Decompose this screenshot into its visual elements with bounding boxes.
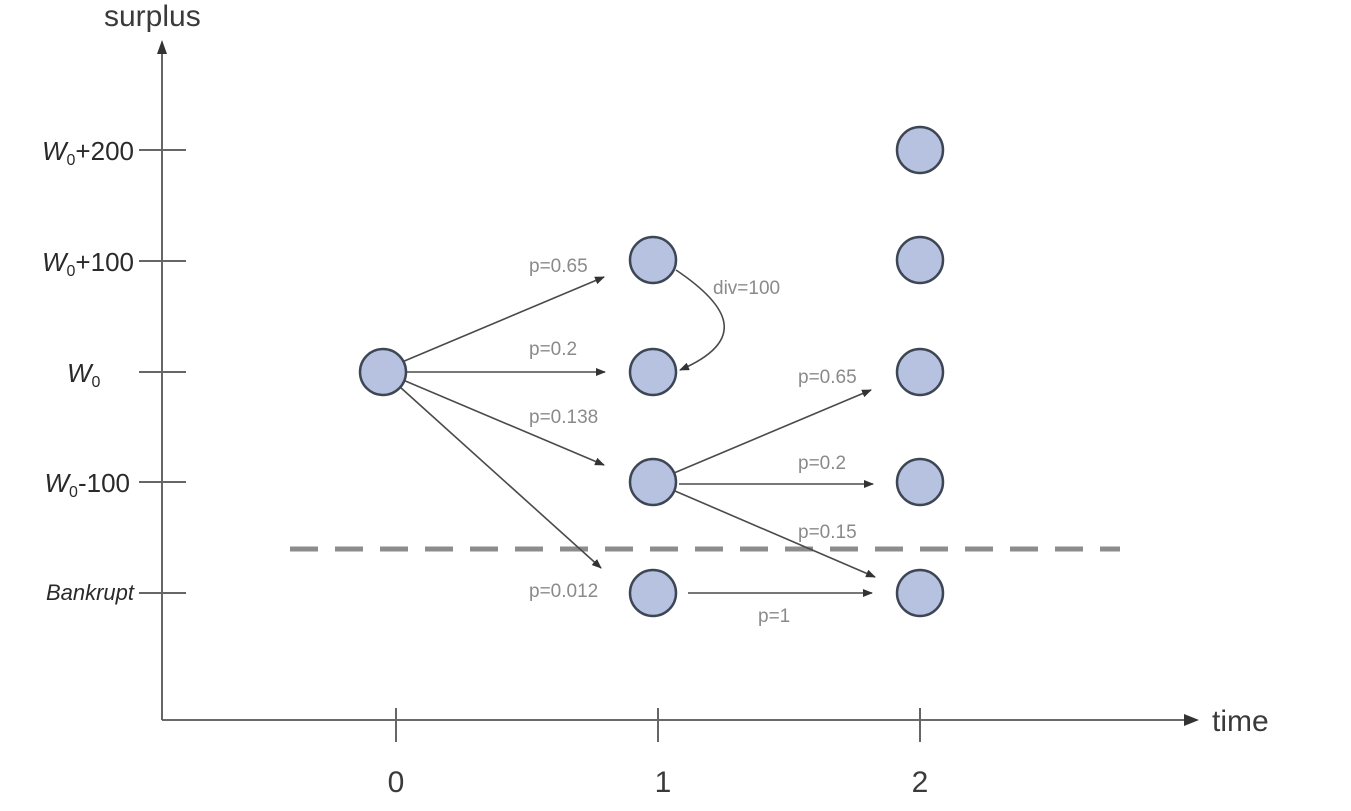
dividend-label: div=100 (713, 278, 780, 299)
edge-label-t0-to-t1-w0m100: p=0.138 (529, 407, 598, 428)
edge-label-t1-w0m100-to-t2-bankrupt: p=0.15 (798, 522, 857, 543)
y-level-label-w0p200: W0+200 (42, 136, 134, 169)
node-t2-w0p100 (895, 235, 945, 285)
edge-label-t1-w0m100-to-t2-w0m100: p=0.2 (798, 453, 846, 474)
x-axis-title: time (1212, 705, 1269, 738)
y-level-label-w0p100: W0+100 (42, 247, 134, 280)
edge-label-t0-to-t1-bankrupt: p=0.012 (529, 581, 598, 602)
node-t2-w0 (895, 347, 945, 397)
x-tick-label-0: 0 (388, 766, 405, 799)
edge-label-t1-w0m100-to-t2-w0: p=0.65 (798, 367, 857, 388)
edge-t1-w0m100-to-t2-w0 (673, 389, 872, 474)
edge-t0-to-t1-bankrupt (399, 386, 602, 569)
edge-label-t1-bankrupt-to-t2-bankrupt: p=1 (758, 606, 790, 627)
edge-label-t0-to-t1-w0: p=0.2 (529, 339, 577, 360)
x-tick-label-1: 1 (655, 766, 672, 799)
y-level-label-bankrupt: Bankrupt (46, 580, 135, 605)
x-tick-label-2: 2 (912, 766, 929, 799)
edge-label-t0-to-t1-w0p100: p=0.65 (529, 256, 588, 277)
node-t1-bankrupt (628, 568, 678, 618)
x-axis-arrow-icon (1184, 714, 1199, 726)
node-t1-w0 (628, 347, 678, 397)
y-axis-arrow-icon (157, 40, 167, 54)
node-t1-w0p100 (628, 235, 678, 285)
node-t2-bankrupt (895, 568, 945, 618)
dividend-curve-arrow (675, 269, 725, 371)
node-t1-w0m100 (628, 457, 678, 507)
y-level-label-w0m100: W0-100 (45, 468, 131, 501)
edge-t0-to-t1-w0p100 (401, 276, 605, 363)
node-t2-w0p200 (895, 125, 945, 175)
y-level-label-w0: W0 (67, 358, 101, 391)
edge-t0-to-t1-w0m100 (402, 379, 605, 466)
node-t2-w0m100 (895, 457, 945, 507)
node-t0-w0 (358, 347, 408, 397)
y-axis-title: surplus (104, 0, 201, 33)
edge-t1-w0m100-to-t2-bankrupt (674, 490, 876, 578)
